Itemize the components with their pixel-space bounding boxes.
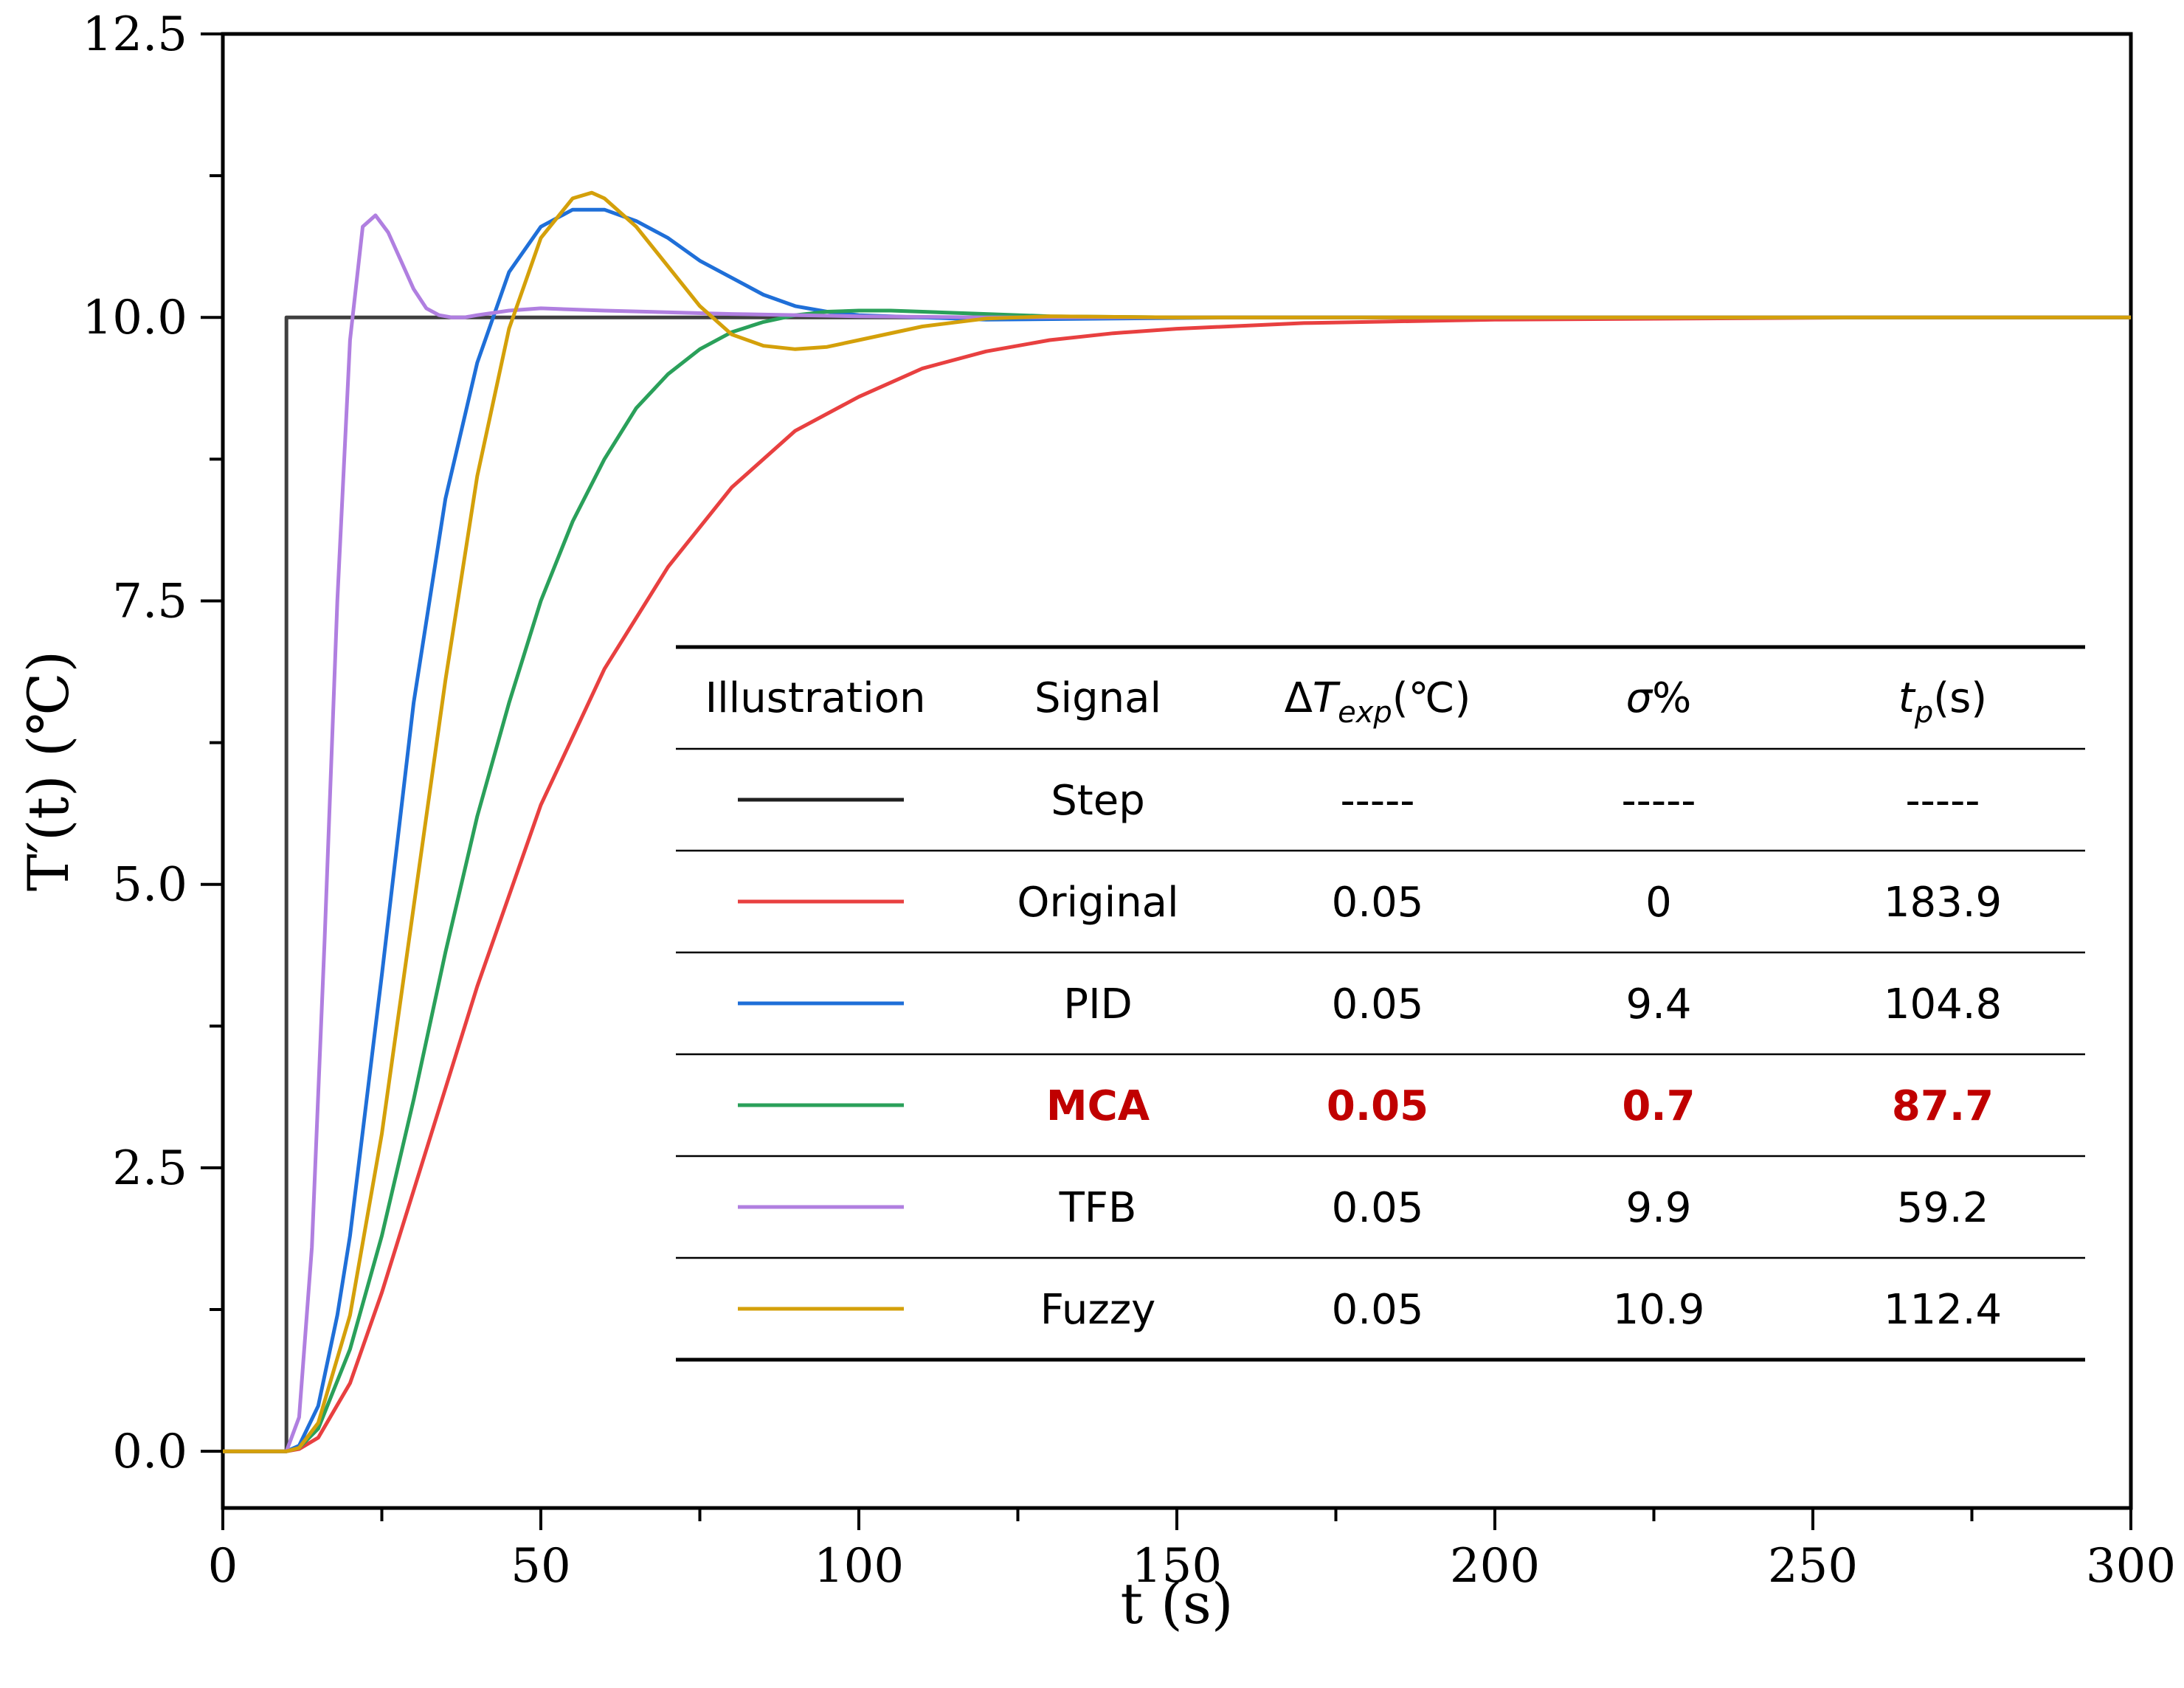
- table-cell-signal: TFB: [1059, 1184, 1137, 1232]
- x-tick-label: 50: [511, 1539, 570, 1594]
- table-cell-sigma: 0.7: [1622, 1082, 1695, 1130]
- table-cell-sigma: 0: [1645, 879, 1672, 927]
- x-tick-label: 300: [2086, 1539, 2176, 1594]
- series-line-original: [223, 315, 2131, 1453]
- x-tick-label: 0: [208, 1539, 238, 1594]
- x-axis-label: t (s): [1120, 1571, 1233, 1636]
- y-tick-label: 0.0: [112, 1425, 187, 1479]
- series-line-mca: [223, 308, 2131, 1453]
- series-layer: [223, 190, 2131, 1453]
- table-header-illustration: Illustration: [705, 674, 926, 722]
- table-header-signal: Signal: [1034, 674, 1161, 722]
- table-cell-sigma: -----: [1621, 777, 1696, 825]
- y-tick-label: 5.0: [112, 858, 187, 913]
- table-cell-signal: Original: [1017, 879, 1178, 927]
- table-cell-tp: 183.9: [1884, 879, 2002, 927]
- table-cell-dT: 0.05: [1327, 1082, 1428, 1130]
- table-cell-dT: 0.05: [1332, 1286, 1424, 1334]
- plot-frame: [221, 32, 2133, 1510]
- table-cell-tp: 87.7: [1892, 1082, 1994, 1130]
- x-tick-label: 150: [1132, 1539, 1222, 1594]
- axis-layer: 0 50 100 150 200 250 300 0.0 2.5 5.0 7.5 10.0 12.5: [83, 7, 2177, 1594]
- table-cell-signal: PID: [1063, 980, 1132, 1028]
- table-cell-tp: 104.8: [1884, 980, 2002, 1028]
- x-tick-label: 100: [814, 1539, 904, 1594]
- table-cell-signal: Step: [1051, 777, 1145, 825]
- table-cell-dT: 0.05: [1332, 1184, 1424, 1232]
- table-header-tp: tp(s): [1898, 674, 1987, 730]
- y-axis-label: T′(t) (℃): [15, 651, 81, 891]
- table-header-dT: ΔTexp(℃): [1285, 674, 1471, 730]
- table-cell-sigma: 9.9: [1625, 1184, 1691, 1232]
- y-tick-label: 10.0: [83, 291, 188, 345]
- table-cell-signal: Fuzzy: [1040, 1286, 1156, 1334]
- table-cell-tp: -----: [1905, 777, 1980, 825]
- table-cell-sigma: 9.4: [1625, 980, 1691, 1028]
- table-cell-dT: -----: [1340, 777, 1414, 825]
- table-cell-sigma: 10.9: [1613, 1286, 1705, 1334]
- y-tick-label: 7.5: [112, 574, 187, 629]
- x-tick-label: 250: [1768, 1539, 1858, 1594]
- table-cell-tp: 59.2: [1897, 1184, 1989, 1232]
- series-line-pid: [223, 207, 2131, 1453]
- results-table: Illustration Signal ΔTexp(℃) σ% tp(s) Step ---…: [676, 645, 2085, 1362]
- table-cell-signal: MCA: [1046, 1082, 1150, 1130]
- y-tick-label: 2.5: [112, 1141, 187, 1196]
- table-header-sigma: σ%: [1626, 674, 1692, 722]
- series-line-fuzzy: [223, 190, 2131, 1453]
- x-tick-label: 200: [1450, 1539, 1540, 1594]
- table-cell-dT: 0.05: [1332, 879, 1424, 927]
- table-cell-dT: 0.05: [1332, 980, 1424, 1028]
- series-line-tfb: [223, 213, 2131, 1453]
- table-cell-tp: 112.4: [1884, 1286, 2002, 1334]
- y-tick-label: 12.5: [83, 7, 188, 62]
